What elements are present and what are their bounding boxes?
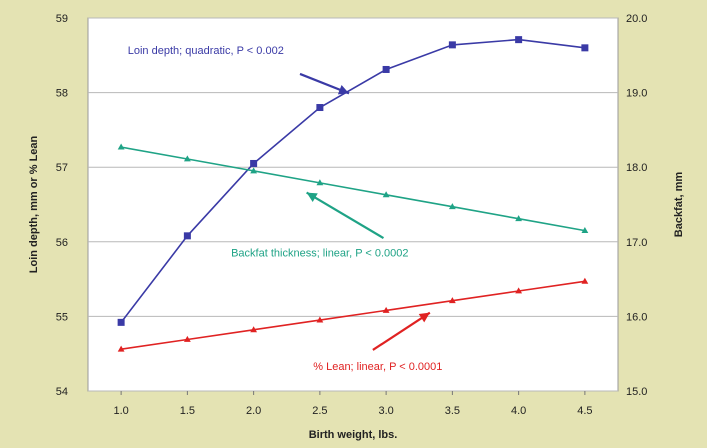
y-left-axis-title: Loin depth, mm or % Lean [28, 135, 40, 273]
y-right-tick-label: 19.0 [626, 88, 647, 100]
loin-annotation: Loin depth; quadratic, P < 0.002 [128, 45, 284, 57]
y-right-tick-label: 18.0 [626, 162, 647, 174]
loin-point [449, 41, 456, 48]
plot-area [88, 18, 618, 391]
x-tick-label: 4.5 [577, 405, 592, 417]
y-left-tick-label: 56 [56, 237, 68, 249]
lean-annotation: % Lean; linear, P < 0.0001 [313, 361, 442, 373]
y-left-tick-label: 54 [56, 386, 68, 398]
loin-point [118, 319, 125, 326]
x-tick-label: 2.0 [246, 405, 261, 417]
y-left-tick-label: 57 [56, 162, 68, 174]
x-axis-title: Birth weight, lbs. [309, 429, 398, 441]
x-tick-label: 1.0 [113, 405, 128, 417]
loin-point [515, 36, 522, 43]
x-tick-label: 1.5 [180, 405, 195, 417]
y-left-tick-label: 55 [56, 311, 68, 323]
backfat-annotation: Backfat thickness; linear, P < 0.0002 [231, 248, 408, 260]
y-right-tick-label: 17.0 [626, 237, 647, 249]
loin-point [184, 232, 191, 239]
y-left-tick-label: 59 [56, 13, 68, 25]
x-tick-label: 2.5 [312, 405, 327, 417]
loin-point [383, 66, 390, 73]
loin-point [250, 160, 257, 167]
x-tick-label: 3.5 [445, 405, 460, 417]
loin-point [581, 44, 588, 51]
loin-point [316, 104, 323, 111]
y-right-tick-label: 20.0 [626, 13, 647, 25]
y-right-tick-label: 16.0 [626, 311, 647, 323]
x-tick-label: 3.0 [378, 405, 393, 417]
y-left-tick-label: 58 [56, 88, 68, 100]
y-right-tick-label: 15.0 [626, 386, 647, 398]
y-right-axis-title: Backfat, mm [673, 172, 685, 238]
x-tick-label: 4.0 [511, 405, 526, 417]
